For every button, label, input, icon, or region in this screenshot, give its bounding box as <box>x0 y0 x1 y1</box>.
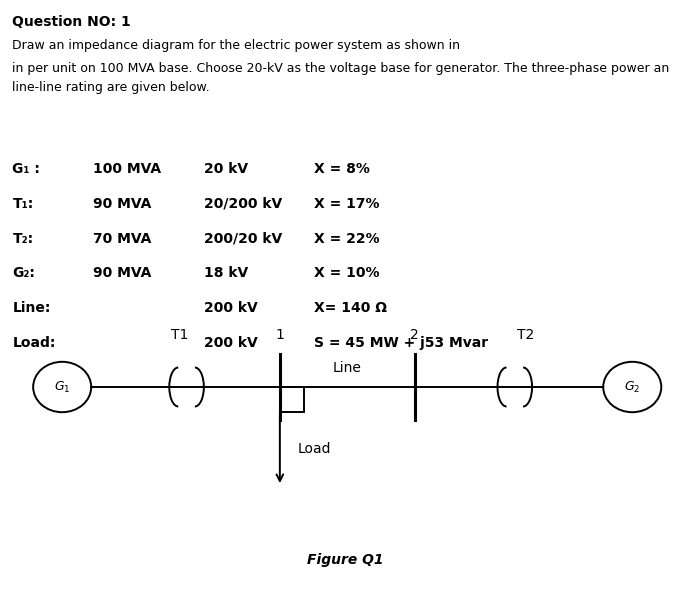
Text: 100 MVA: 100 MVA <box>93 162 162 176</box>
Text: 70 MVA: 70 MVA <box>93 232 151 245</box>
Text: X= 140 Ω: X= 140 Ω <box>314 301 388 315</box>
Text: G₁ :: G₁ : <box>12 162 40 176</box>
Text: $G_1$: $G_1$ <box>54 379 70 395</box>
Text: G₂:: G₂: <box>12 266 35 280</box>
Text: 2: 2 <box>410 328 419 342</box>
Text: Load: Load <box>297 442 330 456</box>
Text: 200/20 kV: 200/20 kV <box>204 232 282 245</box>
Text: $G_2$: $G_2$ <box>624 379 641 395</box>
Text: X = 17%: X = 17% <box>314 197 380 211</box>
Text: T2: T2 <box>517 328 533 342</box>
Text: Line:: Line: <box>12 301 51 315</box>
Text: 1: 1 <box>276 328 284 342</box>
Text: 20/200 kV: 20/200 kV <box>204 197 282 211</box>
Text: Draw an impedance diagram for the electric power system as shown in: Draw an impedance diagram for the electr… <box>12 39 464 52</box>
Text: 20 kV: 20 kV <box>204 162 248 176</box>
Text: T₁:: T₁: <box>12 197 34 211</box>
Text: Question NO: 1: Question NO: 1 <box>12 15 131 29</box>
Text: 90 MVA: 90 MVA <box>93 266 151 280</box>
Text: 18 kV: 18 kV <box>204 266 248 280</box>
Text: Line: Line <box>333 361 361 375</box>
Text: X = 10%: X = 10% <box>314 266 380 280</box>
Text: Figure Q1: Figure Q1 <box>307 553 384 567</box>
Text: Load:: Load: <box>12 336 56 350</box>
Text: 90 MVA: 90 MVA <box>93 197 151 211</box>
Text: T₂:: T₂: <box>12 232 34 245</box>
Text: S = 45 MW + j53 Mvar: S = 45 MW + j53 Mvar <box>314 336 489 350</box>
Text: T1: T1 <box>171 328 189 342</box>
Text: in per unit on 100 MVA base. Choose 20-kV as the voltage base for generator. The: in per unit on 100 MVA base. Choose 20-k… <box>12 62 670 75</box>
Text: line-line rating are given below.: line-line rating are given below. <box>12 81 210 94</box>
Text: X = 8%: X = 8% <box>314 162 370 176</box>
Text: X = 22%: X = 22% <box>314 232 380 245</box>
Text: 200 kV: 200 kV <box>204 301 258 315</box>
Text: 200 kV: 200 kV <box>204 336 258 350</box>
